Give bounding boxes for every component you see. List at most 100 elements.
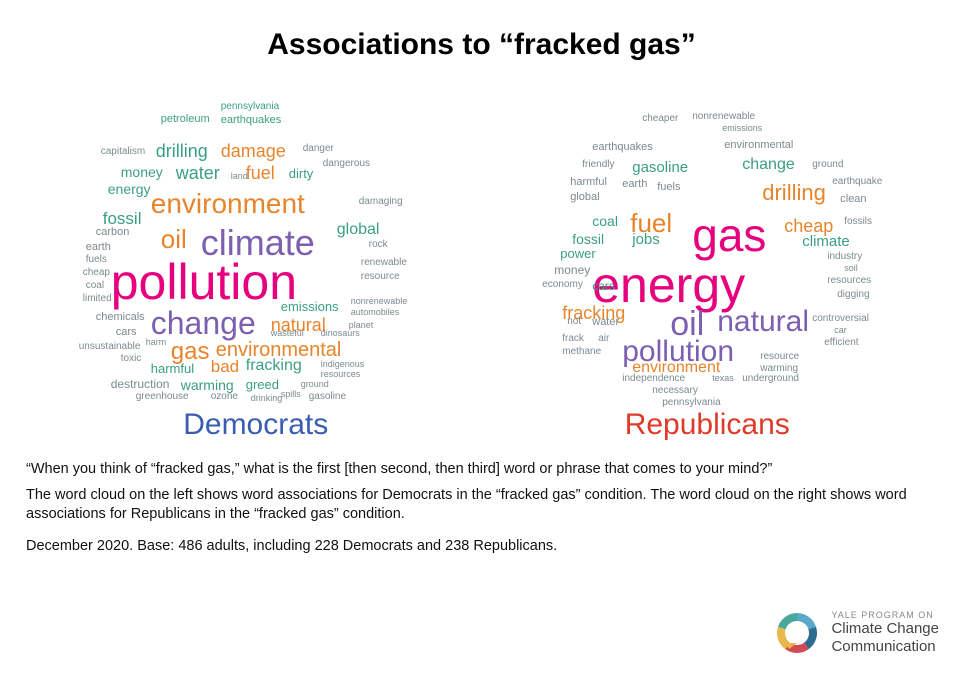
wordcloud-word: warming — [760, 364, 798, 374]
wordcloud-word: resources — [827, 276, 871, 286]
wordcloud-word: controversial — [812, 314, 869, 324]
wordcloud-word: earth — [622, 179, 647, 190]
wordcloud-word: change — [151, 307, 256, 339]
logo: YALE PROGRAM ON Climate Change Communica… — [773, 609, 939, 657]
wordcloud-word: fuels — [657, 182, 680, 193]
wordcloud-word: resources — [321, 370, 361, 379]
wordcloud-word: ozone — [211, 392, 238, 402]
wordcloud-word: power — [560, 247, 595, 260]
wordcloud-word: limited — [83, 294, 112, 304]
wordcloud-word: efficient — [824, 338, 858, 348]
wordcloud-word: fuel — [246, 164, 275, 182]
wordcloud-word: jobs — [632, 232, 660, 247]
caption-base: December 2020. Base: 486 adults, includi… — [26, 537, 937, 557]
wordcloud-word: fossils — [844, 217, 872, 227]
caption-description: The word cloud on the left shows word as… — [26, 486, 937, 525]
wordcloud-word: earth — [86, 242, 111, 253]
wordcloud-word: change — [742, 157, 795, 173]
wordcloud-word: money — [554, 264, 590, 276]
logo-text: YALE PROGRAM ON Climate Change Communica… — [831, 610, 939, 657]
wordcloud-word: dangerous — [323, 159, 370, 169]
wordcloud-word: coal — [86, 281, 104, 291]
wordcloud-word: earthquakes — [592, 142, 653, 153]
label-democrats: Democrats — [41, 408, 471, 442]
wordcloud-word: cars — [592, 280, 615, 292]
wordcloud-word: earthquakes — [221, 115, 282, 126]
wordcloud-word: drilling — [156, 142, 208, 160]
wordcloud-word: indigenous — [321, 360, 365, 369]
logo-line1: YALE PROGRAM ON — [831, 610, 939, 621]
wordcloud-word: global — [570, 192, 599, 203]
wordcloud-word: toxic — [121, 354, 142, 364]
wordcloud-word: digging — [837, 290, 869, 300]
wordcloud-word: fossil — [572, 232, 604, 246]
wordcloud-democrats: pollutionclimatechangeenvironmentoilgase… — [41, 82, 471, 402]
wordcloud-word: environmental — [724, 140, 793, 151]
wordcloud-word: methane — [562, 347, 601, 357]
wordcloud-word: warming — [181, 378, 234, 392]
caption-block: “When you think of “fracked gas,” what i… — [0, 442, 963, 556]
wordcloud-word: fuels — [86, 255, 107, 265]
wordcloud-word: necessary — [652, 386, 698, 396]
wordcloud-word: gasoline — [632, 160, 688, 175]
wordcloud-row: pollution climate change environment oil gas e… — [0, 82, 963, 402]
wordcloud-word: capitalism — [101, 147, 145, 157]
wordcloud-word: drinking — [251, 394, 283, 403]
wordcloud-word: destruction — [111, 378, 170, 390]
wordcloud-word: clean — [840, 194, 866, 205]
wordcloud-word: nonrenewable — [692, 112, 755, 122]
wordcloud-word: coal — [592, 214, 618, 228]
logo-line3: Communication — [831, 638, 939, 656]
wordcloud-word: pollution — [111, 257, 297, 307]
wordcloud-word: economy — [542, 280, 583, 290]
wordcloud-word: petroleum — [161, 114, 210, 125]
label-republicans: Republicans — [492, 408, 922, 442]
logo-ring-icon — [773, 609, 821, 657]
wordcloud-word: industry — [827, 252, 862, 262]
wordcloud-word: money — [121, 165, 163, 179]
caption-question: “When you think of “fracked gas,” what i… — [26, 460, 937, 480]
wordcloud-word: climate — [802, 234, 850, 249]
wordcloud-word: oil — [161, 226, 187, 252]
wordcloud-word: gasoline — [309, 392, 346, 402]
wordcloud-word: wasteful — [271, 329, 304, 338]
wordcloud-word: natural — [717, 307, 809, 337]
wordcloud-word: bad — [211, 358, 239, 375]
wordcloud-word: automobiles — [351, 308, 400, 317]
wordcloud-word: earthquake — [832, 177, 882, 187]
wordcloud-word: damaging — [359, 197, 403, 207]
logo-line2: Climate Change — [831, 620, 939, 638]
wordcloud-word: cheap — [83, 268, 110, 278]
wordcloud-word: environment — [151, 190, 305, 218]
wordcloud-word: not — [567, 317, 581, 327]
wordcloud-word: damage — [221, 142, 286, 160]
wordcloud-word: harmful — [151, 362, 194, 375]
wordcloud-word: emissions — [281, 300, 339, 313]
wordcloud-word: unsustainable — [79, 342, 141, 352]
wordcloud-word: nonrenewable — [351, 297, 408, 306]
wordcloud-word: water — [176, 164, 220, 182]
wordcloud-word: cars — [116, 327, 137, 338]
wordcloud-word: pennsylvania — [221, 102, 279, 112]
wordcloud-word: energy — [108, 182, 151, 196]
wordcloud-word: texas — [712, 374, 734, 383]
wordcloud-word: rock — [369, 240, 388, 250]
wordcloud-word: cheaper — [642, 114, 678, 124]
wordcloud-word: ground — [301, 380, 329, 389]
wordcloud-word: frack — [562, 334, 584, 344]
wordcloud-word: underground — [742, 374, 799, 384]
wordcloud-word: spills — [281, 390, 301, 399]
wordcloud-word: dirty — [289, 167, 314, 180]
wordcloud-word: drilling — [762, 182, 826, 204]
wordcloud-word: danger — [303, 144, 334, 154]
wordcloud-word: soil — [844, 264, 858, 273]
wordcloud-word: harm — [146, 338, 167, 347]
wordcloud-word: pennsylvania — [662, 398, 720, 408]
wordcloud-word: gas — [692, 212, 766, 258]
page-title: Associations to “fracked gas” — [0, 0, 963, 62]
wordcloud-word: chemicals — [96, 312, 145, 323]
wordcloud-word: independence — [622, 374, 685, 384]
wordcloud-word: greed — [246, 378, 279, 391]
wordcloud-word: air — [598, 334, 609, 344]
wordcloud-word: friendly — [582, 160, 614, 170]
